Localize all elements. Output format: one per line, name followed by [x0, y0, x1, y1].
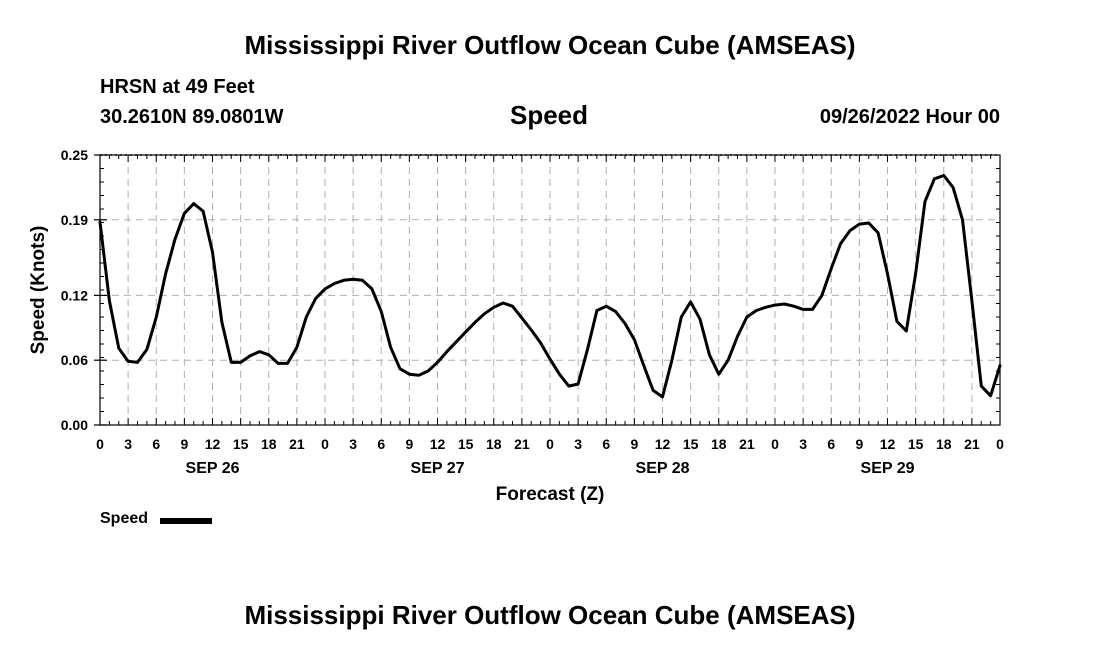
x-tick-label: 9	[180, 436, 188, 452]
chart-main-title: Mississippi River Outflow Ocean Cube (AM…	[244, 30, 856, 60]
x-tick-label: 0	[546, 436, 554, 452]
legend-swatch	[160, 518, 212, 524]
coordinates-label: 30.2610N 89.0801W	[100, 106, 284, 128]
x-day-label: SEP 27	[411, 460, 465, 477]
x-tick-label: 15	[458, 436, 474, 452]
speed-series-line	[98, 174, 1002, 399]
x-tick-label: 6	[377, 436, 385, 452]
station-label: HRSN at 49 Feet	[100, 76, 255, 98]
x-tick-label: 0	[96, 436, 104, 452]
speed-chart: 0.00 0.06 0.12 0.19 0.25 0 3 6 9 12 15 18 21 0 3 6 9 12 15…	[28, 147, 1004, 505]
x-tick-label: 18	[486, 436, 502, 452]
y-tick-label: 0.25	[61, 147, 88, 163]
x-axis-title: Forecast (Z)	[496, 484, 605, 505]
forecast-date-label: 09/26/2022 Hour 00	[819, 106, 1000, 128]
x-tick-label: 21	[289, 436, 305, 452]
legend-label: Speed	[100, 510, 149, 527]
x-tick-label: 18	[261, 436, 277, 452]
chart-bottom-title: Mississippi River Outflow Ocean Cube (AM…	[244, 600, 856, 630]
y-axis-title: Speed (Knots)	[28, 226, 49, 355]
x-tick-label: 6	[152, 436, 160, 452]
x-day-label: SEP 29	[861, 460, 915, 477]
x-day-label: SEP 28	[636, 460, 690, 477]
y-tick-label: 0.00	[61, 417, 88, 433]
x-tick-label: 3	[349, 436, 357, 452]
x-tick-label: 6	[602, 436, 610, 452]
x-tick-label: 3	[799, 436, 807, 452]
x-tick-label: 12	[655, 436, 671, 452]
x-tick-label: 21	[514, 436, 530, 452]
x-tick-label: 0	[996, 436, 1004, 452]
x-tick-label: 9	[630, 436, 638, 452]
x-tick-label: 9	[405, 436, 413, 452]
x-tick-label: 3	[124, 436, 132, 452]
x-tick-label: 21	[964, 436, 980, 452]
x-tick-label: 12	[205, 436, 221, 452]
x-tick-label: 3	[574, 436, 582, 452]
x-tick-label: 21	[739, 436, 755, 452]
x-tick-label: 0	[771, 436, 779, 452]
x-tick-label: 15	[908, 436, 924, 452]
x-day-label: SEP 26	[186, 460, 240, 477]
y-tick-label: 0.06	[61, 352, 88, 368]
x-tick-label: 0	[321, 436, 329, 452]
y-tick-label: 0.12	[61, 287, 88, 303]
panel-title: Speed	[510, 100, 589, 130]
x-tick-label: 15	[233, 436, 249, 452]
x-tick-label: 18	[936, 436, 952, 452]
x-tick-label: 6	[827, 436, 835, 452]
x-tick-label: 12	[430, 436, 446, 452]
x-tick-label: 15	[683, 436, 699, 452]
x-tick-label: 18	[711, 436, 727, 452]
x-tick-label: 12	[880, 436, 896, 452]
x-tick-label: 9	[855, 436, 863, 452]
y-tick-label: 0.19	[61, 212, 88, 228]
